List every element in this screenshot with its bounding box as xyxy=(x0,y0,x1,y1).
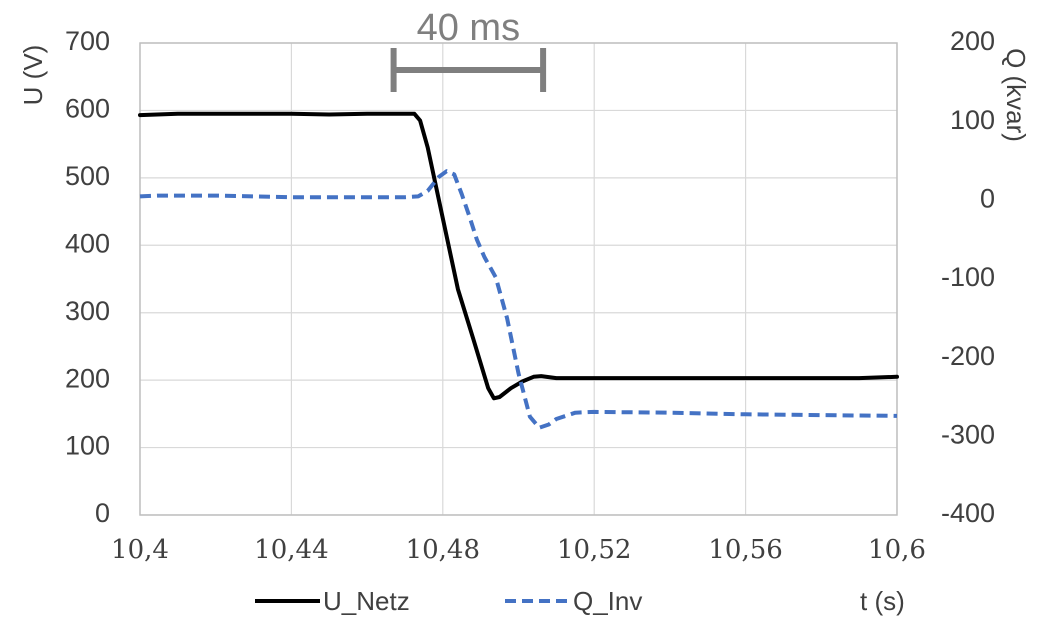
y-tick-label: 500 xyxy=(65,161,110,191)
y2-tick-label: 100 xyxy=(950,105,995,135)
y-tick-label: 300 xyxy=(65,296,110,326)
y2-tick-label: 0 xyxy=(980,183,995,213)
y-axis-ticks: 0 100 200 300 400 500 600 700 xyxy=(65,26,110,528)
x-axis-ticks: 10,4 10,44 10,48 10,52 10,56 10,6 xyxy=(111,535,926,565)
y-tick-label: 600 xyxy=(65,94,110,124)
annotation-label: 40 ms xyxy=(417,7,520,49)
y2-tick-label: -200 xyxy=(941,341,995,371)
y-tick-label: 400 xyxy=(65,228,110,258)
y-axis-label: U (V) xyxy=(18,45,48,106)
x-tick-label: 10,6 xyxy=(868,535,926,565)
y-tick-label: 700 xyxy=(65,26,110,56)
y2-axis-label: Q (kvar) xyxy=(1001,48,1031,142)
y2-tick-label: 200 xyxy=(950,26,995,56)
y2-axis-ticks: -400 -300 -200 -100 0 100 200 xyxy=(941,26,995,528)
x-tick-label: 10,52 xyxy=(557,535,631,565)
y2-tick-label: -300 xyxy=(941,419,995,449)
duration-annotation: 40 ms xyxy=(390,7,547,92)
y2-tick-label: -100 xyxy=(941,262,995,292)
legend-label-u-netz: U_Netz xyxy=(323,586,410,616)
series-line-q-inv xyxy=(139,169,898,430)
y2-tick-label: -400 xyxy=(941,498,995,528)
y-tick-label: 100 xyxy=(65,431,110,461)
series-layer xyxy=(138,111,899,430)
y-tick-label: 200 xyxy=(65,363,110,393)
y-tick-label: 0 xyxy=(95,498,110,528)
legend: U_Netz Q_Inv xyxy=(255,586,642,616)
x-tick-label: 10,48 xyxy=(406,535,480,565)
plot-frame xyxy=(139,42,898,516)
x-tick-label: 10,4 xyxy=(111,535,169,565)
series-line-u-netz xyxy=(138,111,899,401)
x-tick-label: 10,56 xyxy=(708,535,782,565)
x-axis-label: t (s) xyxy=(860,586,905,616)
x-tick-label: 10,44 xyxy=(254,535,328,565)
legend-label-q-inv: Q_Inv xyxy=(573,586,642,616)
